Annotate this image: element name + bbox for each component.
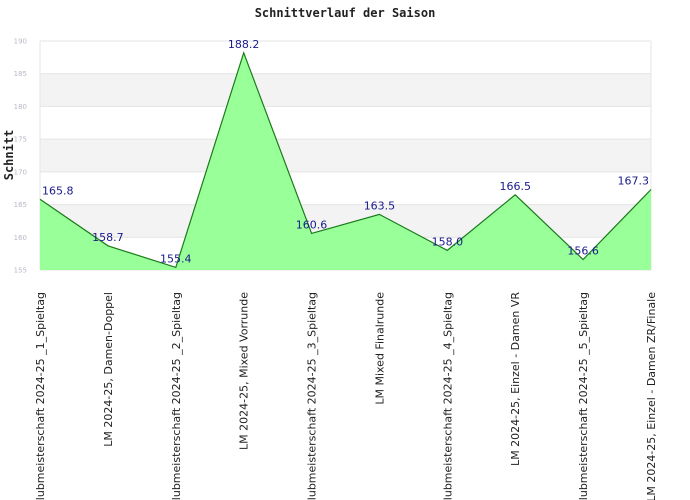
x-tick-label: LM 2024-25, Einzel - Damen VR [509,292,522,466]
y-axis-ticks: 155 160 165 170 175 180 185 190 [14,38,27,275]
y-tick-label: 185 [14,70,27,78]
y-tick-label: 190 [14,38,27,46]
data-label: 167.3 [618,175,650,188]
grid-band [40,73,651,107]
x-axis-ticks: Clubmeisterschaft 2024-25 _1_Spieltag LM … [34,292,658,500]
x-tick-label: Clubmeisterschaft 2024-25 _3_Spieltag [306,292,319,500]
y-tick-label: 160 [14,234,27,242]
grid-band [40,106,651,140]
data-label: 156.6 [567,245,599,258]
grid-band [40,41,651,74]
data-labels: 165.8 158.7 155.4 188.2 160.6 163.5 158.0 166.5… [42,38,649,266]
data-label: 165.8 [42,184,74,197]
y-tick-label: 170 [14,168,27,176]
data-label: 155.4 [160,252,192,265]
data-label: 188.2 [228,38,260,51]
grid-band [40,139,651,172]
plot-background [40,41,651,270]
data-label: 158.7 [92,231,124,244]
x-tick-label: LM 2024-25, Damen-Doppel [102,292,115,447]
y-tick-label: 165 [14,201,27,209]
y-tick-label: 175 [14,136,27,144]
x-tick-label: Clubmeisterschaft 2024-25 _5_Spieltag [577,292,590,500]
y-axis-label: Schnitt [2,130,16,181]
chart-title: Schnittverlauf der Saison [255,6,436,20]
x-tick-label: Clubmeisterschaft 2024-25 _4_Spieltag [441,292,454,500]
x-tick-label: LM Mixed Finalrunde [373,292,386,405]
data-label: 158.0 [432,235,464,248]
data-label: 166.5 [499,180,531,193]
x-tick-label: LM 2024-25, Einzel - Damen ZR/Finale [645,292,658,500]
x-tick-label: LM 2024-25, Mixed Vorrunde [238,292,251,450]
data-label: 163.5 [364,199,396,212]
x-tick-label: Clubmeisterschaft 2024-25 _2_Spieltag [170,292,183,500]
y-tick-label: 180 [14,103,27,111]
x-tick-label: Clubmeisterschaft 2024-25 _1_Spieltag [34,292,47,500]
grid-band [40,171,651,205]
y-tick-label: 155 [14,267,27,275]
series-line [39,50,652,269]
data-label: 160.6 [296,218,328,231]
area-series [39,50,652,270]
